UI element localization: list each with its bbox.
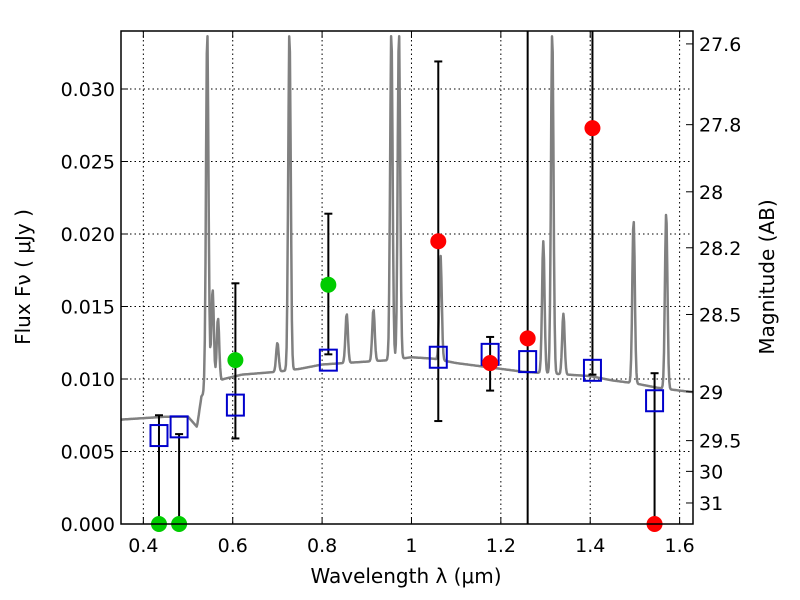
error-bars — [154, 31, 659, 524]
grid — [121, 31, 693, 525]
mag-tick-label: 28.5 — [699, 304, 741, 326]
flux-point — [320, 276, 337, 293]
mag-tick-label: 29 — [699, 382, 723, 404]
x-tick-label: 1.2 — [486, 535, 516, 557]
x-tick-label: 1.6 — [664, 535, 694, 557]
mag-tick-label: 30 — [699, 461, 723, 483]
spectrum-line — [120, 34, 694, 428]
model-photometry-square — [225, 393, 245, 417]
y-axis-right-title: Magnitude (AB) — [755, 199, 779, 354]
mag-tick-label: 29.5 — [699, 431, 741, 453]
model-photometry-square — [518, 350, 538, 374]
model-spectrum — [120, 34, 694, 428]
axis-ticks — [121, 31, 693, 525]
flux-point — [482, 355, 499, 372]
mag-tick-label: 27.6 — [699, 34, 741, 56]
y-tick-label: 0.030 — [61, 79, 115, 101]
y-tick-label: 0.015 — [61, 297, 115, 319]
flux-point — [584, 120, 601, 137]
x-tick-label: 0.8 — [307, 535, 337, 557]
model-photometry-square — [169, 415, 189, 439]
flux-point — [430, 233, 447, 250]
x-tick-label: 1.4 — [575, 535, 605, 557]
x-tick-label: 1 — [405, 535, 417, 557]
y-tick-label: 0.025 — [61, 152, 115, 174]
y-tick-label: 0.005 — [61, 442, 115, 464]
y-tick-label: 0.020 — [61, 224, 115, 246]
model-photometry-square — [428, 345, 448, 369]
plot-frame — [120, 30, 694, 525]
tick-labels: 0.4 0.6 0.8 1 1.2 1.4 1.6 0.000 0.005 0.010 0.015 0… — [61, 34, 742, 557]
flux-point — [227, 352, 244, 369]
mag-tick-label: 28.2 — [699, 238, 741, 260]
mag-tick-label: 31 — [699, 493, 723, 515]
mag-tick-label: 27.8 — [699, 115, 741, 137]
y-axis-title: Flux Fν ( μJy ) — [11, 209, 35, 345]
model-photometry-square — [645, 389, 665, 413]
flux-point — [519, 330, 536, 347]
x-axis-title: Wavelength λ (μm) — [310, 564, 501, 588]
y-tick-label: 0.010 — [61, 369, 115, 391]
model-photometry-square — [149, 424, 169, 448]
x-tick-label: 0.6 — [218, 535, 248, 557]
model-photometry-square — [582, 358, 602, 382]
mag-tick-label: 28 — [699, 182, 723, 204]
model-photometry-square — [318, 348, 338, 372]
x-tick-label: 0.4 — [128, 535, 158, 557]
y-tick-label: 0.000 — [61, 514, 115, 536]
